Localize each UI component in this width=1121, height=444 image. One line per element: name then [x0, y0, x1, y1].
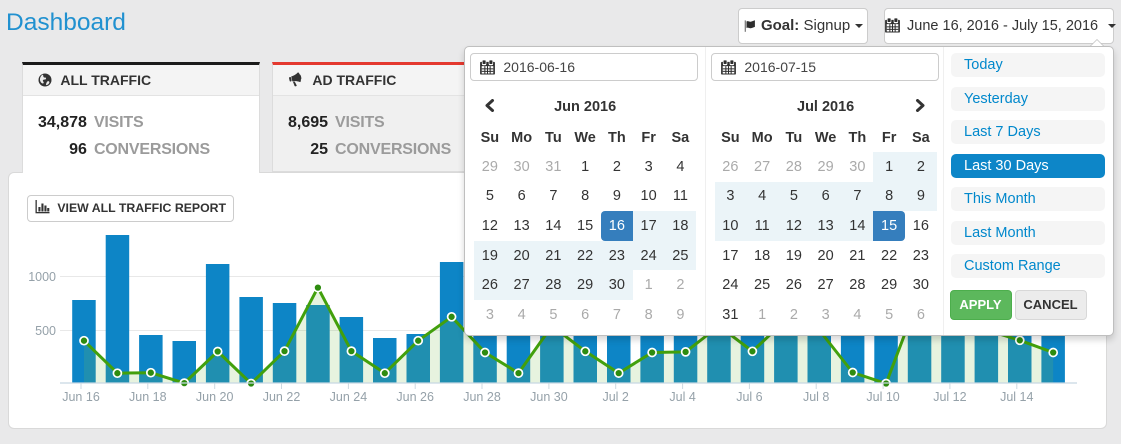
svg-text:500: 500 — [35, 324, 56, 338]
svg-text:Jun 28: Jun 28 — [463, 390, 501, 404]
svg-text:Jul 10: Jul 10 — [866, 390, 899, 404]
svg-text:1000: 1000 — [28, 270, 56, 284]
svg-text:Jul 8: Jul 8 — [803, 390, 829, 404]
svg-text:Jun 18: Jun 18 — [129, 390, 167, 404]
svg-text:Jun 24: Jun 24 — [330, 390, 368, 404]
svg-text:Jun 26: Jun 26 — [396, 390, 434, 404]
svg-text:Jul 4: Jul 4 — [669, 390, 695, 404]
svg-text:Jun 22: Jun 22 — [263, 390, 301, 404]
svg-text:Jun 20: Jun 20 — [196, 390, 234, 404]
svg-text:Jun 30: Jun 30 — [530, 390, 568, 404]
svg-text:Jul 12: Jul 12 — [933, 390, 966, 404]
svg-text:Jun 16: Jun 16 — [62, 390, 100, 404]
svg-text:Jul 14: Jul 14 — [1000, 390, 1033, 404]
svg-text:Jul 6: Jul 6 — [736, 390, 762, 404]
svg-text:Jul 2: Jul 2 — [602, 390, 628, 404]
